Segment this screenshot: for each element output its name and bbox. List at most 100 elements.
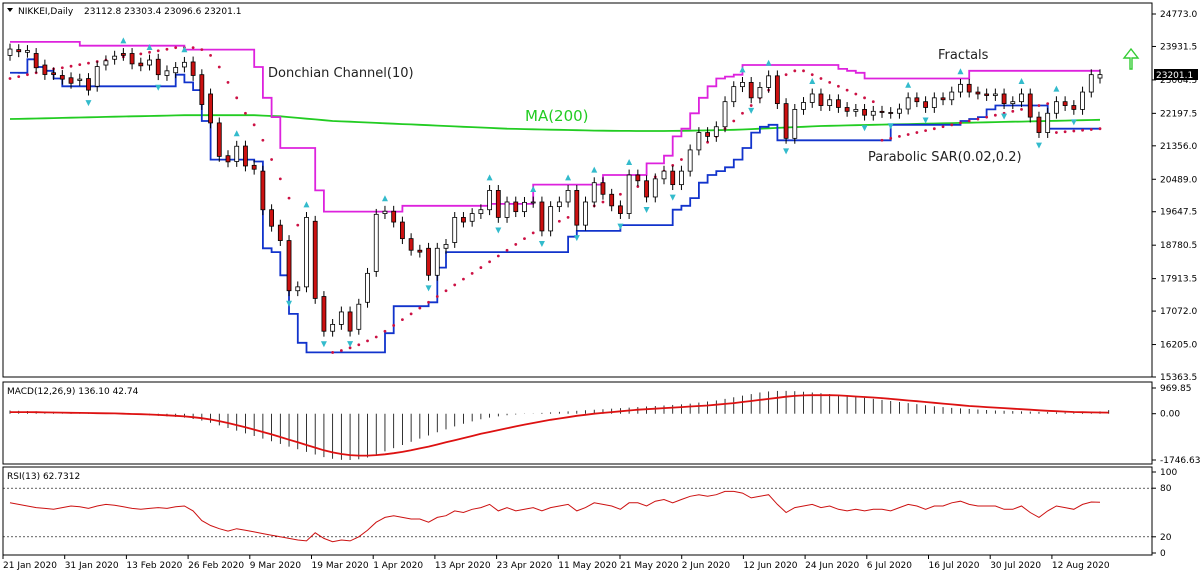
fractal-down-icon — [538, 240, 545, 247]
candle-body — [966, 83, 972, 93]
candle-body — [321, 296, 327, 332]
candle-body — [870, 110, 876, 116]
sar-dot — [1046, 102, 1050, 106]
sar-dot — [401, 318, 404, 322]
candle-body — [112, 55, 118, 60]
candle-body — [304, 217, 309, 288]
candle-body — [173, 67, 179, 74]
sar-dot — [165, 47, 169, 51]
candle-body — [330, 323, 336, 332]
candle-body — [373, 213, 379, 272]
price-tick-label: 21356.0 — [1160, 142, 1197, 152]
sar-dot — [26, 73, 29, 77]
fractal-up-icon — [303, 201, 310, 208]
candle-body — [417, 249, 423, 253]
candle-body — [827, 99, 833, 106]
candle-body — [565, 190, 571, 203]
candle-body — [591, 182, 597, 203]
candle-body — [338, 311, 344, 325]
candle-body — [7, 48, 13, 56]
candle-body — [452, 217, 458, 243]
candle-body — [443, 244, 449, 249]
price-tick-label: 16205.0 — [1160, 341, 1197, 351]
sar-dot — [985, 115, 989, 119]
sar-dot — [959, 121, 962, 125]
price-tick-label: 23064.5 — [1160, 76, 1197, 86]
sar-dot — [889, 136, 893, 140]
header-triangle-icon — [7, 8, 13, 12]
candle-body — [1036, 116, 1042, 133]
candle-body — [260, 170, 266, 211]
date-tick-label: 13 Feb 2020 — [126, 561, 182, 571]
candle-body — [103, 60, 109, 66]
candle-body — [1001, 93, 1007, 105]
date-tick-label: 12 Jun 2020 — [743, 561, 797, 571]
sar-dot — [636, 185, 640, 188]
sar-dot — [252, 123, 256, 127]
candle-body — [461, 217, 466, 223]
sar-dot — [278, 177, 282, 181]
macd-panel: MACD(12,26,9) 136.10 42.74 — [2, 381, 1153, 465]
candle-body — [801, 102, 806, 110]
fractal-down-icon — [861, 125, 868, 132]
fractal-down-icon — [155, 84, 162, 91]
sar-dot — [174, 46, 178, 50]
sar-dot — [837, 84, 840, 88]
candle-body — [216, 122, 222, 157]
fractal-up-icon — [120, 37, 127, 44]
sar-dot — [200, 48, 204, 52]
sar-dot — [531, 231, 535, 235]
fractal-down-icon — [748, 107, 755, 114]
candle-body — [408, 238, 414, 251]
date-tick-label: 19 Mar 2020 — [312, 561, 369, 571]
fractal-down-icon — [85, 100, 92, 107]
sar-dot — [941, 125, 945, 129]
fractal-up-icon — [1053, 85, 1060, 92]
fractal-up-icon — [765, 59, 772, 66]
rsi-header: RSI(13) 62.7312 — [7, 472, 80, 482]
sar-dot — [357, 343, 361, 347]
sar-dot — [261, 138, 265, 142]
candle-body — [574, 190, 580, 226]
candle-body — [51, 72, 56, 75]
sar-dot — [348, 346, 352, 350]
candle-body — [1062, 101, 1068, 106]
main-price-axis: 24773.0 23931.5 23064.5 22197.5 21356.0 20489… — [1152, 10, 1197, 383]
candle-body — [748, 81, 754, 99]
sar-dot — [488, 260, 491, 264]
candle-body — [949, 91, 955, 101]
date-tick-label: 16 Jul 2020 — [929, 561, 980, 571]
sar-dot — [906, 133, 910, 136]
fractal-down-icon — [617, 223, 624, 230]
candle-body — [42, 64, 48, 75]
fractal-up-icon — [530, 185, 537, 192]
candle-body — [687, 149, 693, 172]
sar-annotation: Parabolic SAR(0.02,0.2) — [868, 150, 1022, 165]
sar-dot — [1063, 130, 1067, 134]
candle-body — [897, 108, 902, 114]
sar-dot — [78, 63, 82, 67]
price-tick-label: 17913.5 — [1160, 275, 1197, 285]
sar-dot — [871, 100, 875, 104]
sar-dot — [854, 92, 858, 96]
candle-body — [1019, 93, 1024, 103]
candle-body — [670, 170, 676, 186]
candle-body — [583, 201, 588, 226]
candle-body — [809, 93, 815, 103]
sar-dot — [1098, 127, 1102, 131]
fractal-down-icon — [669, 194, 676, 201]
rsi-panel: RSI(13) 62.7312 — [2, 466, 1153, 556]
candle-body — [766, 75, 772, 88]
sar-dot — [383, 329, 387, 333]
sar-dot — [845, 88, 849, 92]
candle-body — [1010, 101, 1016, 105]
fractal-down-icon — [286, 300, 293, 307]
date-tick-label: 26 Feb 2020 — [188, 561, 244, 571]
candle-body — [600, 182, 606, 195]
main-header-ohlc: 23112.8 23303.4 23096.6 23201.1 — [84, 7, 241, 17]
candle-body — [975, 91, 981, 95]
candle-body — [626, 174, 632, 214]
macd-panel-frame — [2, 381, 1153, 465]
ma-annotation: MA(200) — [525, 107, 589, 125]
